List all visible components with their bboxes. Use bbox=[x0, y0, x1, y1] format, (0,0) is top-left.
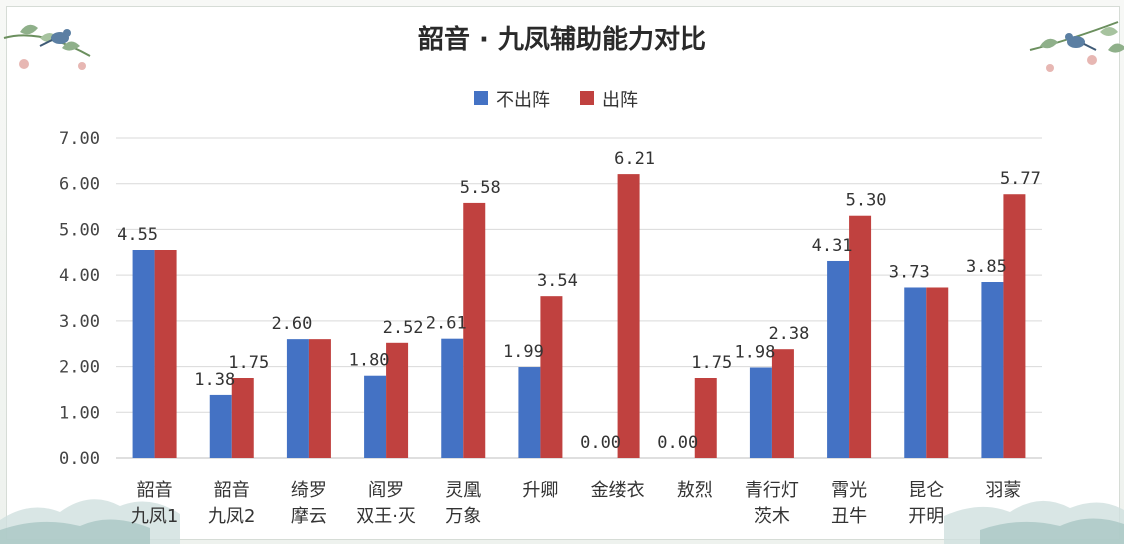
bar-deployed bbox=[849, 215, 872, 458]
data-label: 1.80 bbox=[349, 351, 390, 371]
y-tick-label: 0.00 bbox=[59, 449, 100, 469]
bar-deployed bbox=[926, 287, 949, 458]
y-tick-label: 2.00 bbox=[59, 358, 100, 378]
bird-ornament-right-icon bbox=[1029, 21, 1124, 72]
x-tick-label: 青行灯 bbox=[745, 480, 799, 501]
data-label: 1.98 bbox=[734, 342, 775, 362]
bar-deployed bbox=[694, 378, 717, 458]
data-label: 1.75 bbox=[691, 353, 732, 373]
bars bbox=[132, 174, 1026, 458]
data-label: 2.38 bbox=[768, 324, 809, 344]
legend: 不出阵 出阵 bbox=[474, 90, 638, 111]
x-tick-label: 灵凰 bbox=[445, 480, 481, 501]
gridlines bbox=[116, 137, 1042, 459]
data-label: 3.85 bbox=[966, 257, 1007, 277]
x-tick-label: 韶音 bbox=[137, 480, 173, 501]
x-tick-label: 开明 bbox=[908, 506, 944, 527]
data-label: 5.77 bbox=[1000, 169, 1041, 189]
data-label: 4.31 bbox=[812, 236, 853, 256]
data-label: 0.00 bbox=[657, 433, 698, 453]
data-label: 3.54 bbox=[537, 271, 578, 291]
x-tick-label: 韶音 bbox=[214, 480, 250, 501]
x-tick-label: 金缕衣 bbox=[591, 480, 645, 501]
legend-label-0: 不出阵 bbox=[496, 90, 550, 111]
bar-not-deployed bbox=[132, 250, 155, 458]
bar-not-deployed bbox=[904, 287, 927, 458]
bar-deployed bbox=[540, 296, 563, 458]
mountain-ornament-right-icon bbox=[944, 500, 1124, 544]
x-tick-label: 霄光 bbox=[831, 480, 867, 501]
x-tick-label: 九凤1 bbox=[131, 506, 178, 527]
x-tick-label: 双王·灭 bbox=[356, 506, 416, 527]
x-tick-label: 阎罗 bbox=[368, 480, 404, 501]
x-tick-label: 升卿 bbox=[522, 480, 558, 501]
x-tick-label: 茨木 bbox=[754, 506, 790, 527]
data-labels: 4.551.381.752.601.802.52 2.615.581.993.54… bbox=[117, 149, 1041, 453]
x-tick-label: 九凤2 bbox=[208, 506, 255, 527]
legend-swatch-0 bbox=[474, 91, 488, 105]
bar-deployed bbox=[154, 250, 177, 458]
data-label: 5.58 bbox=[460, 178, 501, 198]
y-tick-label: 1.00 bbox=[59, 403, 100, 423]
bar-not-deployed bbox=[209, 394, 232, 458]
bar-deployed bbox=[771, 349, 794, 458]
data-label: 6.21 bbox=[614, 149, 655, 169]
y-tick-label: 3.00 bbox=[59, 312, 100, 332]
data-label: 1.75 bbox=[228, 353, 269, 373]
bar-not-deployed bbox=[286, 339, 309, 458]
x-tick-label: 摩云 bbox=[291, 506, 327, 527]
bird-ornament-left-icon bbox=[3, 24, 91, 70]
data-label: 5.30 bbox=[846, 191, 887, 211]
data-label: 0.00 bbox=[580, 433, 621, 453]
legend-label-1: 出阵 bbox=[602, 90, 638, 111]
data-label: 2.52 bbox=[383, 318, 424, 338]
bar-deployed bbox=[1003, 194, 1026, 458]
bar-not-deployed bbox=[518, 367, 541, 458]
bar-deployed bbox=[617, 174, 640, 458]
bar-not-deployed bbox=[441, 338, 464, 458]
x-tick-label: 万象 bbox=[445, 506, 481, 527]
y-axis: 0.00 1.00 2.00 3.00 4.00 5.00 6.00 7.00 bbox=[59, 129, 100, 469]
y-tick-label: 4.00 bbox=[59, 266, 100, 286]
bar-deployed bbox=[463, 202, 486, 458]
bar-deployed bbox=[231, 378, 254, 458]
bar-deployed bbox=[308, 339, 331, 458]
y-tick-label: 6.00 bbox=[59, 175, 100, 195]
data-label: 1.99 bbox=[503, 342, 544, 362]
x-tick-label: 敖烈 bbox=[677, 480, 713, 501]
bar-not-deployed bbox=[981, 282, 1004, 458]
x-tick-label: 羽蒙 bbox=[985, 480, 1021, 501]
y-tick-label: 7.00 bbox=[59, 129, 100, 149]
data-label: 1.38 bbox=[194, 370, 235, 390]
x-tick-label: 丑牛 bbox=[831, 506, 867, 527]
legend-swatch-1 bbox=[580, 91, 594, 105]
data-label: 4.55 bbox=[117, 225, 158, 245]
data-label: 2.61 bbox=[426, 314, 467, 334]
bar-not-deployed bbox=[749, 367, 772, 458]
mountain-ornament-left-icon bbox=[0, 499, 180, 544]
data-label: 3.73 bbox=[889, 262, 930, 282]
y-tick-label: 5.00 bbox=[59, 220, 100, 240]
bar-not-deployed bbox=[827, 260, 850, 458]
bar-not-deployed bbox=[364, 375, 387, 458]
chart-title: 韶音 · 九凤辅助能力对比 bbox=[418, 24, 706, 55]
x-tick-label: 昆仑 bbox=[908, 480, 944, 501]
data-label: 2.60 bbox=[271, 314, 312, 334]
x-tick-label: 绮罗 bbox=[291, 480, 327, 501]
bar-deployed bbox=[386, 342, 409, 458]
